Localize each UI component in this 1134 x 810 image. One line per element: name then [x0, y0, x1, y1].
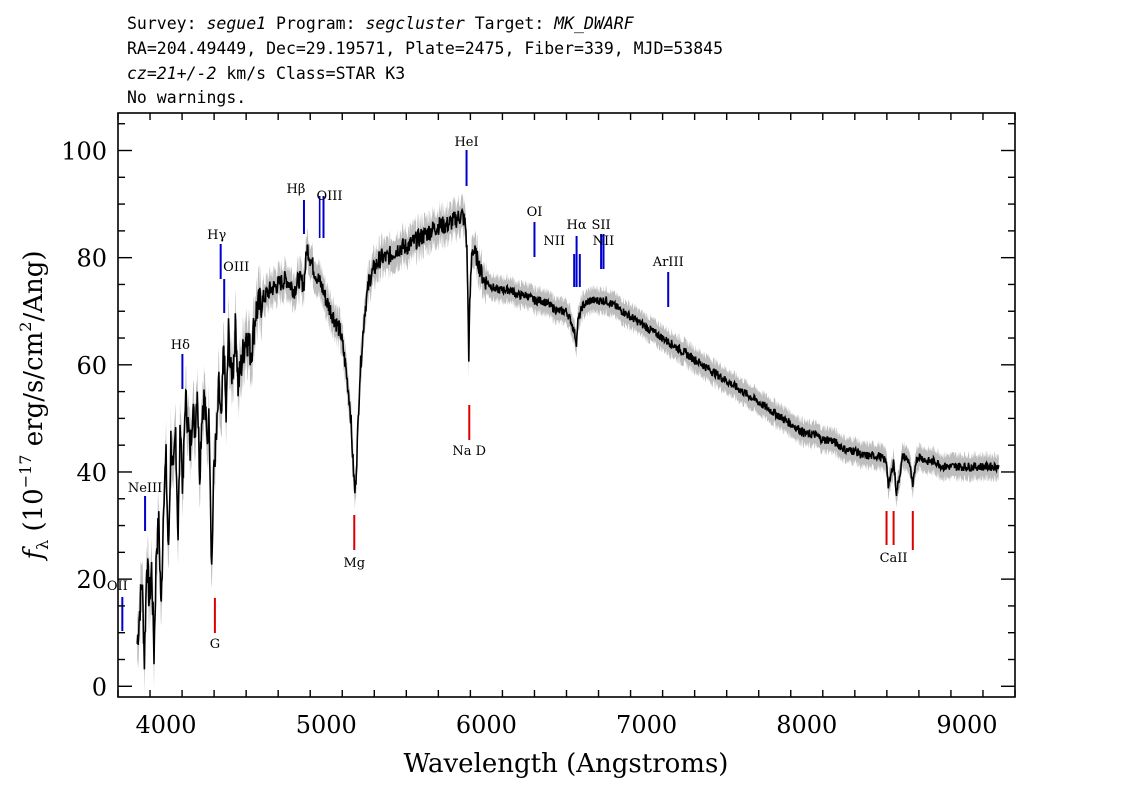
header-line-2: RA=204.49449, Dec=29.19571, Plate=2475, …: [127, 39, 723, 58]
line-label-nii6548: NII: [543, 234, 565, 249]
y-tick-label: 40: [76, 459, 107, 487]
line-label-oiii4363: OIII: [223, 260, 249, 275]
line-label-hei: HeI: [454, 135, 478, 150]
plot-area: [136, 193, 1000, 694]
line-label-halpha: Hα: [567, 218, 587, 233]
y-axis: 0 20 40 60 80 100: [61, 123, 1015, 701]
line-label-hgamma: Hγ: [207, 228, 226, 243]
y-tick-label: 20: [76, 566, 107, 594]
x-tick-label: 9000: [936, 711, 997, 739]
line-label-oi: OI: [527, 205, 543, 220]
line-label-ariii: ArIII: [652, 255, 684, 270]
x-tick-label: 4000: [136, 711, 197, 739]
header-line-3: cz=21+/-2 km/s Class=STAR K3: [127, 64, 405, 83]
plot-frame: [117, 112, 1016, 698]
line-label-caii: CaII: [880, 551, 908, 566]
line-label-mg: Mg: [343, 556, 365, 571]
x-tick-label: 5000: [296, 711, 357, 739]
y-tick-label: 0: [92, 673, 107, 701]
line-label-sii: SII: [592, 218, 611, 233]
line-label-g: G: [210, 637, 220, 652]
y-axis-title: fλ (10−17 erg/s/cm2/Ang): [16, 250, 52, 561]
header: Survey: segue1 Program: segcluster Targe…: [127, 14, 723, 107]
line-label-nad: Na D: [452, 444, 486, 459]
spectrum-line: [136, 207, 1000, 670]
x-axis: 4000 5000 6000 7000 8000 9000: [117, 113, 1016, 739]
header-line-4: No warnings.: [127, 88, 246, 107]
x-axis-title: Wavelength (Angstroms): [404, 749, 729, 779]
error-band: [137, 193, 999, 694]
line-label-nii6731: NII: [593, 234, 615, 249]
line-label-hbeta: Hβ: [287, 182, 306, 197]
line-label-hdelta: Hδ: [171, 338, 190, 353]
y-tick-label: 80: [76, 245, 107, 273]
x-tick-label: 7000: [616, 711, 677, 739]
line-label-oiii5007: OIII: [316, 189, 342, 204]
line-label-neiii: NeIII: [128, 481, 162, 496]
y-tick-label: 100: [61, 138, 107, 166]
header-line-1: Survey: segue1 Program: segcluster Targe…: [127, 14, 635, 33]
x-tick-label: 6000: [456, 711, 517, 739]
y-tick-label: 60: [76, 352, 107, 380]
x-tick-label: 8000: [776, 711, 837, 739]
